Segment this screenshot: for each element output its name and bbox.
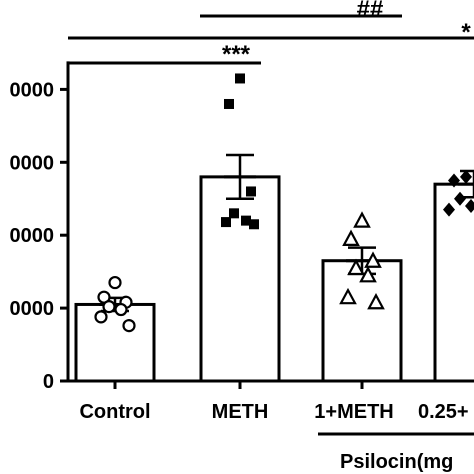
y-tick-label: 0000 (10, 152, 55, 174)
y-tick-label: 0000 (10, 225, 55, 247)
x-category-label: 0.25+ (418, 401, 469, 423)
data-point (364, 251, 382, 268)
data-points (94, 73, 474, 333)
data-point (241, 215, 251, 226)
significance-brackets: *** ## * (68, 0, 474, 68)
y-tick-label: 0000 (10, 79, 55, 101)
bars (74, 153, 474, 383)
data-point (246, 186, 256, 197)
significance-label: * (461, 19, 471, 46)
data-point (342, 229, 360, 246)
x-category-label: METH (212, 401, 269, 423)
y-tick-label: 0 (43, 371, 54, 393)
data-point (229, 208, 239, 219)
data-point (122, 318, 136, 333)
data-point (353, 211, 371, 228)
group-label: Psilocin(mg (340, 451, 453, 473)
data-point (359, 265, 377, 283)
significance-label: ## (357, 0, 384, 23)
bar-meth (199, 175, 281, 383)
data-point (94, 310, 108, 324)
data-point (108, 275, 122, 290)
data-point (235, 73, 245, 84)
data-point (448, 173, 460, 188)
data-point (224, 98, 234, 109)
significance-label: *** (222, 41, 251, 68)
data-point (443, 202, 455, 217)
bar-control (74, 302, 156, 383)
y-tick-label: 0000 (10, 298, 55, 320)
category-labels: Control METH 1+METH 0.25+ Psilocin(mg (79, 401, 474, 473)
data-point (465, 199, 474, 214)
data-point (249, 219, 259, 230)
data-point (460, 169, 472, 184)
data-point (347, 258, 365, 276)
data-point (114, 302, 128, 317)
data-point (454, 191, 466, 206)
x-category-label: 1+METH (314, 401, 393, 423)
data-point (367, 292, 385, 310)
data-point (221, 217, 231, 228)
data-point (102, 300, 116, 314)
x-category-label: Control (79, 401, 150, 423)
bar-0-25- (433, 182, 474, 383)
data-point (339, 287, 357, 305)
